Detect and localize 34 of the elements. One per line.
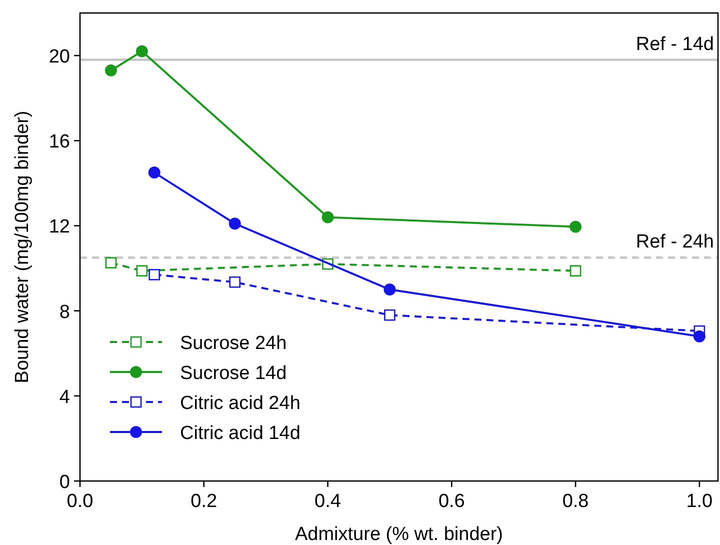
point — [693, 330, 706, 342]
y-tick-label: 20 — [48, 46, 70, 68]
x-tick-label: 0.6 — [438, 491, 465, 512]
y-axis-title: Bound water (mg/100mg binder) — [12, 110, 33, 384]
point — [136, 45, 148, 58]
legend-label: Citric acid 14d — [180, 423, 300, 444]
x-tick-label: 0.8 — [562, 491, 589, 512]
point — [229, 276, 241, 288]
point — [105, 257, 117, 268]
y-tick-label: 0 — [59, 472, 70, 493]
point — [148, 166, 160, 179]
legend-label: Sucrose 24h — [180, 333, 287, 354]
point — [570, 220, 582, 233]
point — [322, 211, 334, 224]
ref-line-label: Ref - 24h — [636, 232, 714, 253]
point — [104, 64, 117, 76]
point — [136, 265, 148, 276]
x-tick-label: 0.0 — [66, 491, 94, 512]
point — [570, 265, 582, 276]
y-tick-label: 16 — [48, 132, 70, 153]
point — [228, 218, 241, 230]
ref-line-label: Ref - 14d — [636, 34, 714, 55]
x-tick-label: 0.4 — [314, 491, 342, 512]
point — [148, 269, 160, 280]
x-tick-label: 0.2 — [190, 491, 218, 512]
y-tick-label: 4 — [59, 386, 70, 408]
x-tick-label: 1.0 — [686, 491, 713, 512]
y-tick-label: 8 — [59, 302, 70, 323]
point — [384, 309, 396, 321]
legend-label: Citric acid 24h — [180, 393, 300, 414]
x-axis-title: Admixture (% wt. binder) — [294, 524, 504, 545]
point — [384, 284, 396, 296]
y-tick-label: 12 — [48, 216, 70, 238]
legend-label: Sucrose 14d — [180, 363, 287, 384]
